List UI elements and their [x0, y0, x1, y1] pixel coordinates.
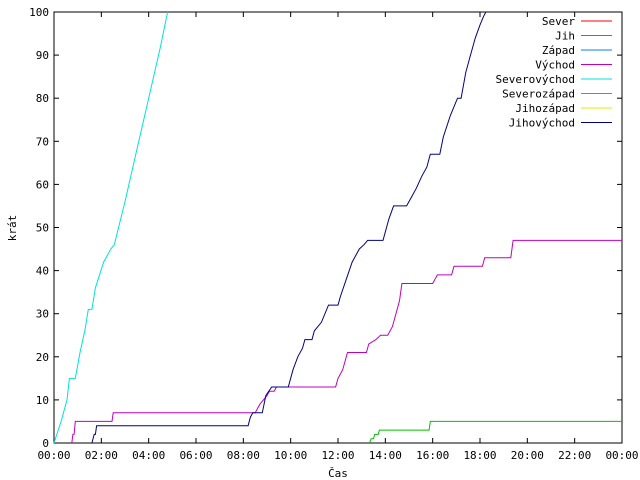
legend-label: Jih	[555, 30, 575, 43]
y-tick-label: 0	[42, 437, 49, 450]
x-tick-label: 22:00	[558, 449, 591, 462]
series-line	[369, 420, 622, 444]
y-tick-label: 70	[36, 135, 49, 148]
y-tick-label: 50	[36, 222, 49, 235]
x-tick-label: 08:00	[227, 449, 260, 462]
x-tick-label: 02:00	[85, 449, 118, 462]
y-tick-label: 20	[36, 351, 49, 364]
legend-label: Západ	[542, 44, 575, 57]
x-axis: 00:00 02:00 04:00 06:00 08:00 10:00 12:00 14:00…	[37, 12, 639, 462]
series-line	[71, 239, 622, 444]
y-tick-label: 10	[36, 394, 49, 407]
x-tick-label: 00:00	[37, 449, 70, 462]
y-tick-label: 30	[36, 308, 49, 321]
y-tick-label: 80	[36, 92, 49, 105]
legend-label: Jihozápad	[515, 102, 575, 115]
legend-label: Severovýchod	[496, 73, 575, 86]
y-tick-label: 100	[29, 6, 49, 19]
legend-label: Jihovýchod	[509, 117, 575, 130]
y-tick-label: 60	[36, 178, 49, 191]
series-lines	[53, 11, 622, 444]
x-tick-label: 12:00	[321, 449, 354, 462]
y-axis: 0 10 20 30 40 50 60 70 80 90 100	[29, 6, 622, 450]
x-tick-label: 20:00	[511, 449, 544, 462]
series-line	[91, 11, 487, 444]
x-tick-label: 00:00	[605, 449, 638, 462]
x-tick-label: 16:00	[416, 449, 449, 462]
x-tick-label: 18:00	[463, 449, 496, 462]
x-tick-label: 06:00	[179, 449, 212, 462]
legend-label: Východ	[535, 59, 575, 72]
legend-label: Severozápad	[502, 88, 575, 101]
legend-label: Sever	[542, 15, 575, 28]
y-tick-label: 90	[36, 49, 49, 62]
y-axis-title: krát	[6, 215, 19, 242]
series-line	[53, 11, 169, 444]
x-tick-label: 04:00	[132, 449, 165, 462]
y-tick-label: 40	[36, 265, 49, 278]
x-tick-label: 14:00	[369, 449, 402, 462]
x-axis-title: Čas	[328, 467, 348, 480]
x-tick-label: 10:00	[274, 449, 307, 462]
